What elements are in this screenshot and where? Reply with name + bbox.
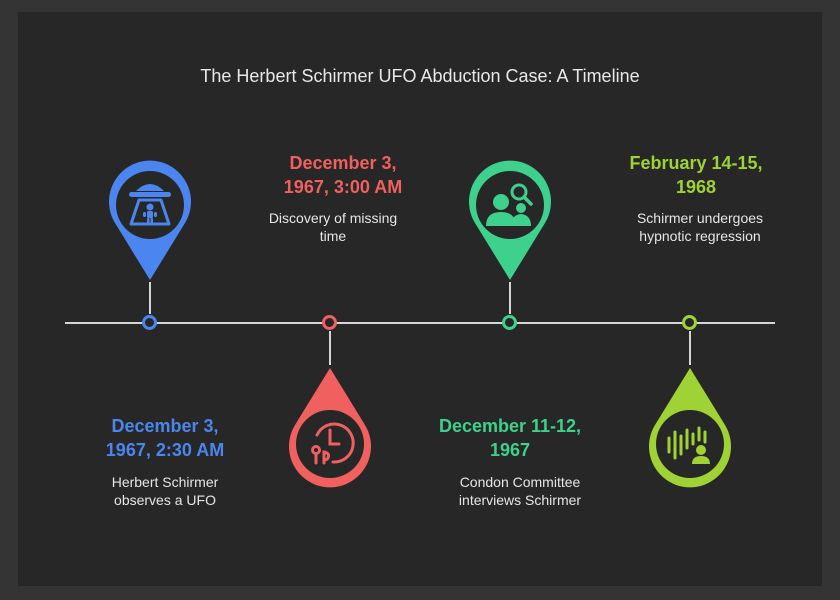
event-1-desc-line2: observes a UFO	[114, 492, 216, 508]
event-2-desc-line1: Discovery of missing	[268, 210, 398, 226]
event-3-desc-line2: interviews Schirmer	[458, 492, 582, 508]
event-3-date: December 11-12, 1967	[410, 414, 610, 462]
event-1-description: Herbert Schirmer observes a UFO	[65, 473, 265, 509]
event-1-connector	[149, 282, 151, 314]
event-3-date-line2: 1967	[489, 440, 531, 460]
event-4-date: February 14-15, 1968	[596, 151, 796, 199]
event-1-desc-line1: Herbert Schirmer	[111, 474, 219, 490]
event-3-pin-marker	[469, 160, 551, 280]
event-1-date-line1: December 3,	[111, 416, 219, 436]
event-2-date: December 3, 1967, 3:00 AM	[243, 151, 443, 199]
event-3-node	[502, 315, 517, 330]
event-3-date-line1: December 11-12,	[438, 416, 582, 436]
event-4-date-line1: February 14-15,	[629, 153, 763, 173]
event-1-pin-marker	[109, 160, 191, 280]
event-4-description: Schirmer undergoes hypnotic regression	[600, 209, 800, 245]
event-3-connector	[509, 282, 511, 314]
timeline-axis	[65, 322, 775, 324]
event-4-desc-line2: hypnotic regression	[639, 228, 761, 244]
event-4-connector	[689, 331, 691, 365]
event-1-date-line2: 1967, 2:30 AM	[105, 440, 225, 460]
ufo-abduction-icon	[129, 184, 171, 226]
voice-recording-icon	[667, 426, 707, 460]
event-4-desc-line1: Schirmer undergoes	[636, 210, 764, 226]
event-4-date-line2: 1968	[675, 177, 717, 197]
diagram-card	[18, 12, 822, 586]
event-2-date-line1: December 3,	[289, 153, 397, 173]
clock-missing-time-icon	[311, 422, 355, 465]
event-2-connector	[329, 331, 331, 365]
diagram-title: The Herbert Schirmer UFO Abduction Case:…	[200, 66, 640, 86]
event-2-description: Discovery of missing time	[233, 209, 433, 245]
event-4-node	[682, 315, 697, 330]
event-2-desc-line2: time	[319, 228, 347, 244]
event-4-pin-marker	[649, 368, 731, 488]
event-1-node	[142, 315, 157, 330]
event-2-date-line2: 1967, 3:00 AM	[283, 177, 403, 197]
event-3-description: Condon Committee interviews Schirmer	[420, 473, 620, 509]
event-3-desc-line1: Condon Committee	[459, 474, 581, 490]
interview-search-icon	[486, 183, 533, 226]
event-2-pin-marker	[289, 368, 371, 488]
event-2-node	[322, 315, 337, 330]
event-1-date: December 3, 1967, 2:30 AM	[65, 414, 265, 462]
